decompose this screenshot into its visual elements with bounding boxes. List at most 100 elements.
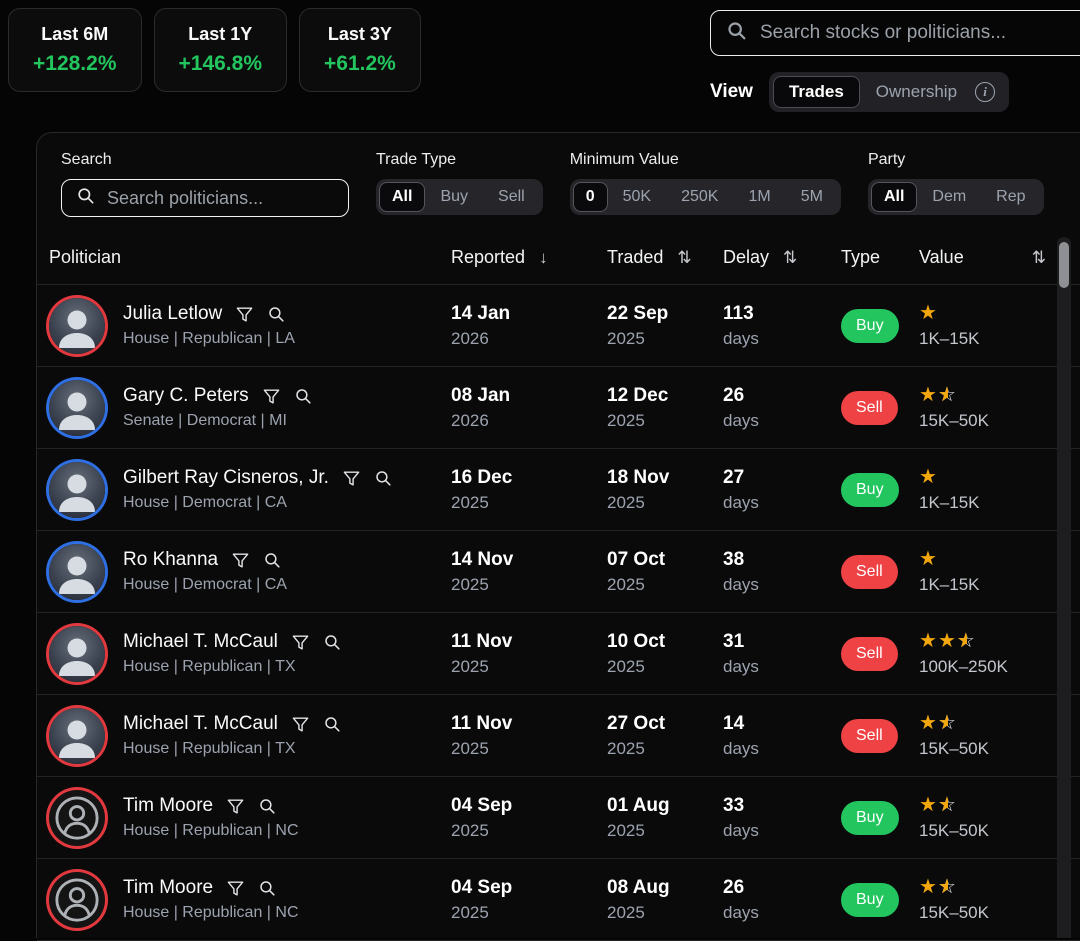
search-icon[interactable] [258,797,277,816]
table-row[interactable]: Michael T. McCaul House | Republican | T… [37,695,1080,777]
table-row[interactable]: Tim Moore House | Republican | NC [37,859,1080,941]
min-value-1m[interactable]: 1M [748,188,771,205]
column-traded[interactable]: Traded ⇅ [607,247,723,268]
search-icon[interactable] [374,469,393,488]
search-icon [76,186,96,211]
view-option-ownership[interactable]: Ownership [875,82,958,101]
politician-meta: House | Democrat | CA [123,576,287,593]
filter-funnel-icon[interactable] [342,469,361,488]
star-full-icon: ★ [919,301,938,324]
value-range: 15K–50K [919,738,989,758]
politician-name: Gilbert Ray Cisneros, Jr. [123,467,329,488]
view-option-trades[interactable]: Trades [772,76,860,108]
value-range: 15K–50K [919,902,989,922]
filter-funnel-icon[interactable] [262,387,281,406]
party-dem[interactable]: Dem [932,188,967,205]
value-range: 1K–15K [919,328,980,348]
search-icon[interactable] [258,879,277,898]
scrollbar-thumb[interactable] [1059,242,1069,288]
delay-unit: days [723,574,759,594]
delay-cell: 38 days [723,549,841,595]
table-row[interactable]: Michael T. McCaul House | Republican | T… [37,613,1080,695]
value-cell: ★ ★ ☆ 15K–50K [919,877,1080,923]
stat-label: Last 1Y [188,24,253,44]
trade-type-all[interactable]: All [379,182,426,212]
sort-icon[interactable]: ⇅ [1031,247,1046,267]
reported-year: 2026 [451,328,489,348]
filter-min-value-group: Minimum Value 0 50K 250K 1M 5M [569,151,841,217]
politician-meta: House | Republican | TX [123,740,296,757]
politician-meta: House | Democrat | CA [123,494,287,511]
table-row[interactable]: Tim Moore House | Republican | NC [37,777,1080,859]
star-full-icon: ★ [919,793,938,816]
stat-card-6m: Last 6M +128.2% [8,8,142,92]
avatar [49,871,105,928]
trade-type-buy[interactable]: Buy [440,188,469,205]
filter-trade-type-group: Trade Type All Buy Sell [376,151,543,217]
traded-cell: 18 Nov 2025 [607,467,723,513]
min-value-5m[interactable]: 5M [800,188,823,205]
reported-date: 11 Nov [451,712,513,734]
politician-cell: Julia Letlow House | Republican | LA [49,297,451,354]
table-row[interactable]: Gary C. Peters Senate | Democrat | MI [37,367,1080,449]
party-all[interactable]: All [870,182,918,212]
value-range: 1K–15K [919,492,980,512]
value-stars: ★ ★ ☆ [919,795,1080,817]
star-full-icon: ★ [919,629,938,652]
avatar [49,543,105,600]
trade-type-sell[interactable]: Sell [498,188,525,205]
min-value-250k[interactable]: 250K [681,188,719,205]
traded-year: 2025 [607,820,645,840]
filter-funnel-icon[interactable] [226,797,245,816]
column-delay[interactable]: Delay ⇅ [723,247,841,268]
search-icon[interactable] [267,305,286,324]
vertical-scrollbar[interactable] [1057,237,1071,938]
table-row[interactable]: Gilbert Ray Cisneros, Jr. House | Democr… [37,449,1080,531]
sort-icon[interactable]: ⇅ [783,247,798,267]
traded-date: 27 Oct [607,712,666,734]
sort-desc-icon[interactable]: ↓ [539,247,548,267]
star-half-icon: ★ ☆ [937,875,957,898]
global-search[interactable] [710,10,1080,56]
search-icon[interactable] [263,551,282,570]
sort-icon[interactable]: ⇅ [677,247,692,267]
delay-days: 31 [723,630,745,652]
column-value[interactable]: Value ⇅ [919,247,1080,268]
politician-meta: House | Republican | TX [123,658,296,675]
filter-funnel-icon[interactable] [291,633,310,652]
value-stars: ★ [919,467,1080,489]
avatar [49,789,105,846]
trade-type-badge: Buy [841,800,899,835]
table-row[interactable]: Ro Khanna House | Democrat | CA [37,531,1080,613]
traded-date: 08 Aug [607,876,670,898]
avatar [49,379,105,436]
table-row[interactable]: Julia Letlow House | Republican | LA [37,285,1080,367]
filter-funnel-icon[interactable] [231,551,250,570]
trades-panel: Search Trade Type All Buy Sell Minimum [36,132,1080,941]
search-icon[interactable] [323,633,342,652]
party-rep[interactable]: Rep [996,188,1026,205]
politician-search-input[interactable] [107,187,339,209]
traded-year: 2025 [607,738,645,758]
delay-unit: days [723,902,759,922]
stat-card-1y: Last 1Y +146.8% [153,8,287,92]
min-value-50k[interactable]: 50K [622,188,652,205]
info-icon[interactable]: i [975,82,996,102]
search-icon[interactable] [323,715,342,734]
value-stars: ★ ★ ☆ [919,385,1080,407]
trade-type-badge: Sell [841,718,898,753]
filter-funnel-icon[interactable] [235,305,254,324]
filter-funnel-icon[interactable] [226,879,245,898]
search-icon[interactable] [294,387,313,406]
filter-funnel-icon[interactable] [291,715,310,734]
politician-search[interactable] [61,179,349,217]
column-reported[interactable]: Reported ↓ [451,247,607,268]
politician-cell: Gary C. Peters Senate | Democrat | MI [49,379,451,436]
reported-year: 2025 [451,656,489,676]
star-half-icon: ★ ☆ [937,383,957,406]
min-value-0[interactable]: 0 [572,182,608,212]
search-icon [726,20,748,47]
reported-cell: 04 Sep 2025 [451,877,607,923]
star-full-icon: ★ [919,465,938,488]
global-search-input[interactable] [760,22,1076,44]
